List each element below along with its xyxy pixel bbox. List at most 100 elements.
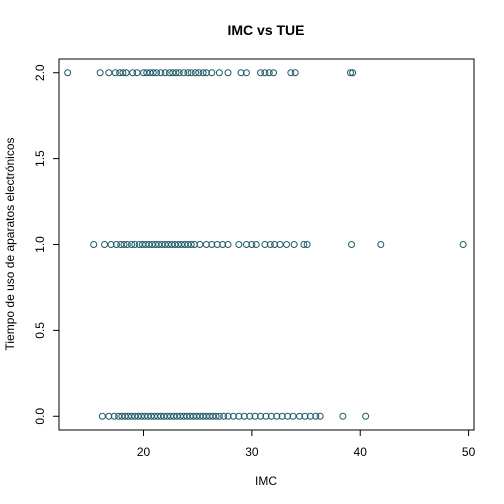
data-point (267, 412, 275, 420)
data-point (142, 241, 150, 248)
data-point (124, 412, 132, 420)
data-point (224, 69, 232, 77)
data-point (257, 69, 265, 77)
data-point (134, 412, 142, 420)
data-point (246, 412, 254, 420)
data-point (169, 69, 177, 77)
data-point (135, 241, 143, 248)
data-point (118, 412, 126, 420)
data-point (150, 412, 158, 420)
data-point (173, 412, 181, 420)
y-tick-label: 1.0 (33, 236, 47, 253)
y-tick-label: 0.0 (33, 408, 47, 425)
data-point (128, 241, 136, 248)
data-point (128, 412, 136, 420)
data-point (208, 69, 216, 77)
data-point (117, 241, 125, 248)
data-point (123, 241, 131, 248)
data-point (177, 241, 185, 248)
data-point (196, 241, 204, 248)
x-axis-label: IMC (255, 474, 277, 488)
data-point (98, 412, 106, 420)
data-point (208, 241, 216, 248)
data-point (262, 412, 270, 420)
data-point (129, 69, 137, 77)
data-point (235, 241, 243, 248)
data-point (296, 412, 304, 420)
data-point (271, 241, 279, 248)
data-point (184, 241, 192, 248)
data-point (240, 412, 248, 420)
data-point (157, 69, 165, 77)
data-point (164, 241, 172, 248)
data-point (146, 69, 154, 77)
data-point (187, 69, 195, 77)
data-point (242, 241, 250, 248)
data-point (276, 241, 284, 248)
data-point (166, 69, 174, 77)
data-point (64, 69, 72, 77)
data-point (186, 412, 194, 420)
data-point (160, 412, 168, 420)
data-point (459, 241, 467, 248)
y-tick-label: 1.5 (33, 150, 47, 167)
data-point (339, 412, 347, 420)
data-point (184, 69, 192, 77)
x-tick-label: 20 (137, 445, 151, 459)
data-point (202, 69, 210, 77)
data-point (172, 69, 180, 77)
data-point (196, 412, 204, 420)
data-point (301, 412, 309, 420)
data-point (190, 241, 198, 248)
data-point (183, 412, 191, 420)
data-point (96, 69, 104, 77)
y-tick-label: 2.0 (33, 64, 47, 81)
data-point (161, 241, 169, 248)
data-point (237, 69, 245, 77)
data-point (151, 241, 159, 248)
data-point (273, 412, 281, 420)
data-point (105, 69, 113, 77)
data-point (229, 412, 237, 420)
data-point (287, 69, 295, 77)
data-point (180, 69, 188, 77)
x-tick-label: 50 (462, 445, 476, 459)
data-point (235, 412, 243, 420)
data-point (224, 241, 232, 248)
data-point (270, 69, 278, 77)
data-point (111, 69, 119, 77)
data-point (362, 412, 370, 420)
data-point (170, 412, 178, 420)
data-point (346, 69, 354, 77)
data-point (187, 241, 195, 248)
y-axis-label: Tiempo de uso de aparatos electrónicos (3, 137, 17, 350)
data-point (167, 412, 175, 420)
data-point (224, 412, 232, 420)
data-point (180, 412, 188, 420)
data-point (153, 69, 161, 77)
data-point (242, 69, 250, 77)
data-point (175, 69, 183, 77)
data-point (199, 412, 207, 420)
chart-title: IMC vs TUE (227, 22, 304, 38)
data-point (261, 241, 269, 248)
x-tick-label: 40 (354, 445, 368, 459)
data-point (206, 412, 214, 420)
y-tick-label: 0.5 (33, 322, 47, 339)
x-tick-label: 30 (245, 445, 259, 459)
data-point (189, 412, 197, 420)
data-point (278, 412, 286, 420)
data-point (110, 412, 118, 420)
data-points (64, 69, 467, 420)
data-point (116, 69, 124, 77)
data-point (140, 69, 148, 77)
data-point (289, 412, 297, 420)
data-point (138, 241, 146, 248)
data-point (171, 241, 179, 248)
data-point (312, 412, 320, 420)
data-point (303, 241, 311, 248)
data-point (105, 412, 113, 420)
data-point (291, 69, 299, 77)
data-point (348, 241, 356, 248)
